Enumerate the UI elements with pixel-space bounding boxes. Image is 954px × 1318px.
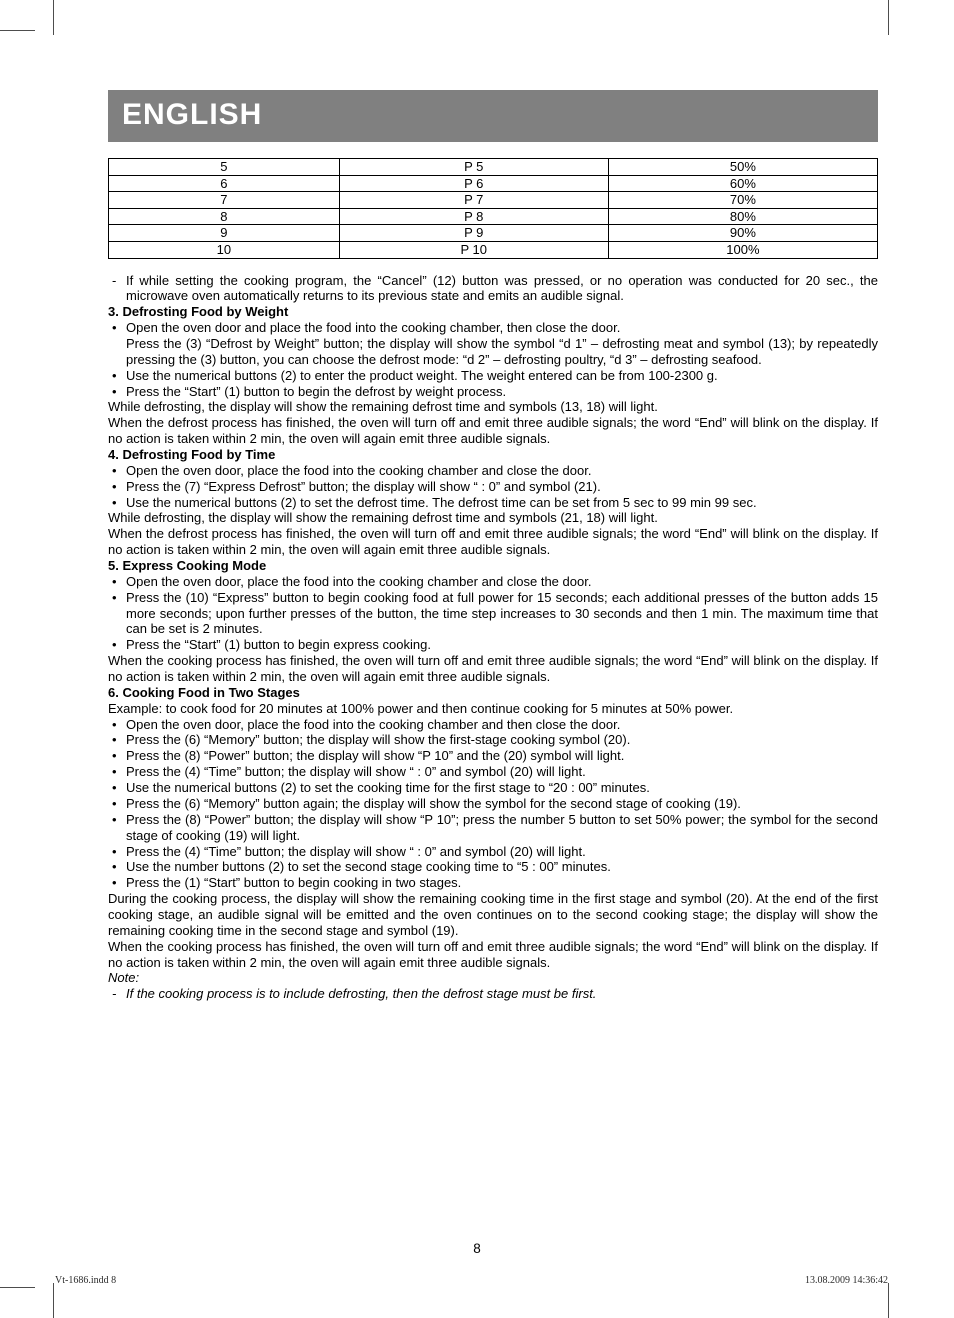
table-cell: 90% [608,225,877,242]
section-5-title: 5. Express Cooking Mode [108,558,878,574]
page-number: 8 [0,1241,954,1256]
paragraph: When the defrost process has finished, t… [108,415,878,447]
table-cell: 8 [109,208,340,225]
table-cell: P 7 [339,192,608,209]
table-cell: P 9 [339,225,608,242]
table-cell: 60% [608,175,877,192]
list-item: Press the (6) “Memory” button; the displ… [126,732,878,748]
list-item: Press the “Start” (1) button to begin ex… [126,637,878,653]
table-cell: P 5 [339,159,608,176]
list-item: Press the (8) “Power” button; the displa… [126,748,878,764]
list-item: Press the (4) “Time” button; the display… [126,764,878,780]
paragraph: When the cooking process has finished, t… [108,653,878,685]
table-row: 9P 990% [109,225,878,242]
paragraph: While defrosting, the display will show … [108,399,878,415]
paragraph: While defrosting, the display will show … [108,510,878,526]
list-item: Press the “Start” (1) button to begin th… [126,384,878,400]
table-row: 10P 10100% [109,241,878,258]
list-item: Use the numerical buttons (2) to enter t… [126,368,878,384]
paragraph: When the defrost process has finished, t… [108,526,878,558]
table-cell: 9 [109,225,340,242]
footer-timestamp: 13.08.2009 14:36:42 [805,1275,888,1286]
list-item: Use the number buttons (2) to set the se… [126,859,878,875]
paragraph: During the cooking process, the display … [108,891,878,939]
table-cell: P 8 [339,208,608,225]
footer-filename: Vt-1686.indd 8 [55,1275,116,1286]
list-text: Open the oven door and place the food in… [126,320,620,335]
list-item: Open the oven door, place the food into … [126,717,878,733]
paragraph: When the cooking process has finished, t… [108,939,878,971]
intro-note: If while setting the cooking program, th… [126,273,878,305]
table-cell: 5 [109,159,340,176]
crop-mark [888,0,889,35]
table-row: 8P 880% [109,208,878,225]
list-text: Press the (3) “Defrost by Weight” button… [126,336,878,367]
table-cell: 70% [608,192,877,209]
table-cell: 50% [608,159,877,176]
list-item: Use the numerical buttons (2) to set the… [126,780,878,796]
table-cell: 7 [109,192,340,209]
table-cell: 10 [109,241,340,258]
body-text: If while setting the cooking program, th… [108,273,878,1003]
list-item: Press the (6) “Memory” button again; the… [126,796,878,812]
table-row: 7P 770% [109,192,878,209]
table-cell: P 6 [339,175,608,192]
list-item: Press the (1) “Start” button to begin co… [126,875,878,891]
table-cell: 6 [109,175,340,192]
list-item: Press the (10) “Express” button to begin… [126,590,878,638]
crop-mark [53,1283,54,1318]
section-3-title: 3. Defrosting Food by Weight [108,304,878,320]
table-cell: 80% [608,208,877,225]
list-item: Press the (7) “Express Defrost” button; … [126,479,878,495]
table-cell: P 10 [339,241,608,258]
power-table: 5P 550%6P 660%7P 770%8P 880%9P 990%10P 1… [108,158,878,259]
example-line: Example: to cook food for 20 minutes at … [108,701,878,717]
crop-mark [53,0,54,35]
list-item: Press the (4) “Time” button; the display… [126,844,878,860]
crop-mark [888,1283,889,1318]
page-content: ENGLISH 5P 550%6P 660%7P 770%8P 880%9P 9… [108,90,878,1002]
section-4-title: 4. Defrosting Food by Time [108,447,878,463]
list-item: Open the oven door and place the food in… [126,320,878,368]
table-row: 5P 550% [109,159,878,176]
note-label: Note: [108,970,878,986]
list-item: Press the (8) “Power” button; the displa… [126,812,878,844]
list-item: Open the oven door, place the food into … [126,463,878,479]
crop-mark [0,30,35,31]
table-cell: 100% [608,241,877,258]
list-item: Open the oven door, place the food into … [126,574,878,590]
section-6-title: 6. Cooking Food in Two Stages [108,685,878,701]
note-line: If the cooking process is to include def… [108,986,878,1002]
list-item: Use the numerical buttons (2) to set the… [126,495,878,511]
language-header: ENGLISH [108,90,878,142]
table-row: 6P 660% [109,175,878,192]
crop-mark [0,1287,35,1288]
